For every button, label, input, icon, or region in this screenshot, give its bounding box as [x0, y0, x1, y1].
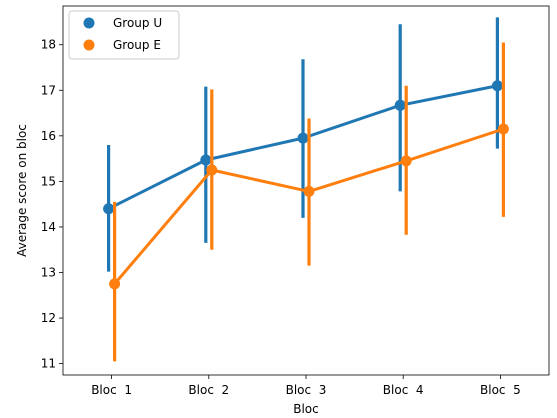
- legend-box: [68, 10, 180, 60]
- y-tick-label: 13: [41, 266, 56, 280]
- x-axis-title: Bloc: [293, 402, 319, 416]
- y-tick-label: 12: [41, 311, 56, 325]
- y-tick-label: 14: [41, 220, 56, 234]
- data-point: [491, 80, 503, 92]
- x-tick-label: Bloc 4: [383, 383, 424, 397]
- data-point: [303, 185, 315, 197]
- legend: Group U Group E: [68, 10, 180, 60]
- series-2: [109, 42, 509, 362]
- legend-marker: [83, 17, 95, 29]
- legend-label: Group E: [113, 38, 161, 52]
- x-tick-label: Bloc 1: [91, 383, 132, 397]
- data-point: [103, 203, 115, 215]
- legend-marker: [83, 39, 95, 51]
- x-tick-label: Bloc 5: [480, 383, 521, 397]
- data-point: [400, 155, 412, 167]
- axes: 11 12 13 14 15 16 17 18 Bloc 1 Bloc 2 Bloc 3 Bloc 4…: [15, 5, 550, 416]
- data-point: [497, 123, 509, 135]
- plot-content: [103, 17, 509, 362]
- x-tick-label: Bloc 2: [188, 383, 229, 397]
- y-axis-title: Average score on bloc: [15, 124, 29, 257]
- legend-label: Group U: [113, 16, 162, 30]
- data-point: [200, 154, 212, 166]
- data-point: [394, 99, 406, 111]
- y-tick-label: 17: [41, 83, 56, 97]
- y-tick-label: 18: [41, 38, 56, 52]
- x-tick-label: Bloc 3: [286, 383, 327, 397]
- y-tick-label: 11: [41, 357, 56, 371]
- data-point: [297, 132, 309, 144]
- data-point: [109, 278, 121, 290]
- y-tick-label: 15: [41, 174, 56, 188]
- data-point: [206, 164, 218, 176]
- y-tick-label: 16: [41, 129, 56, 143]
